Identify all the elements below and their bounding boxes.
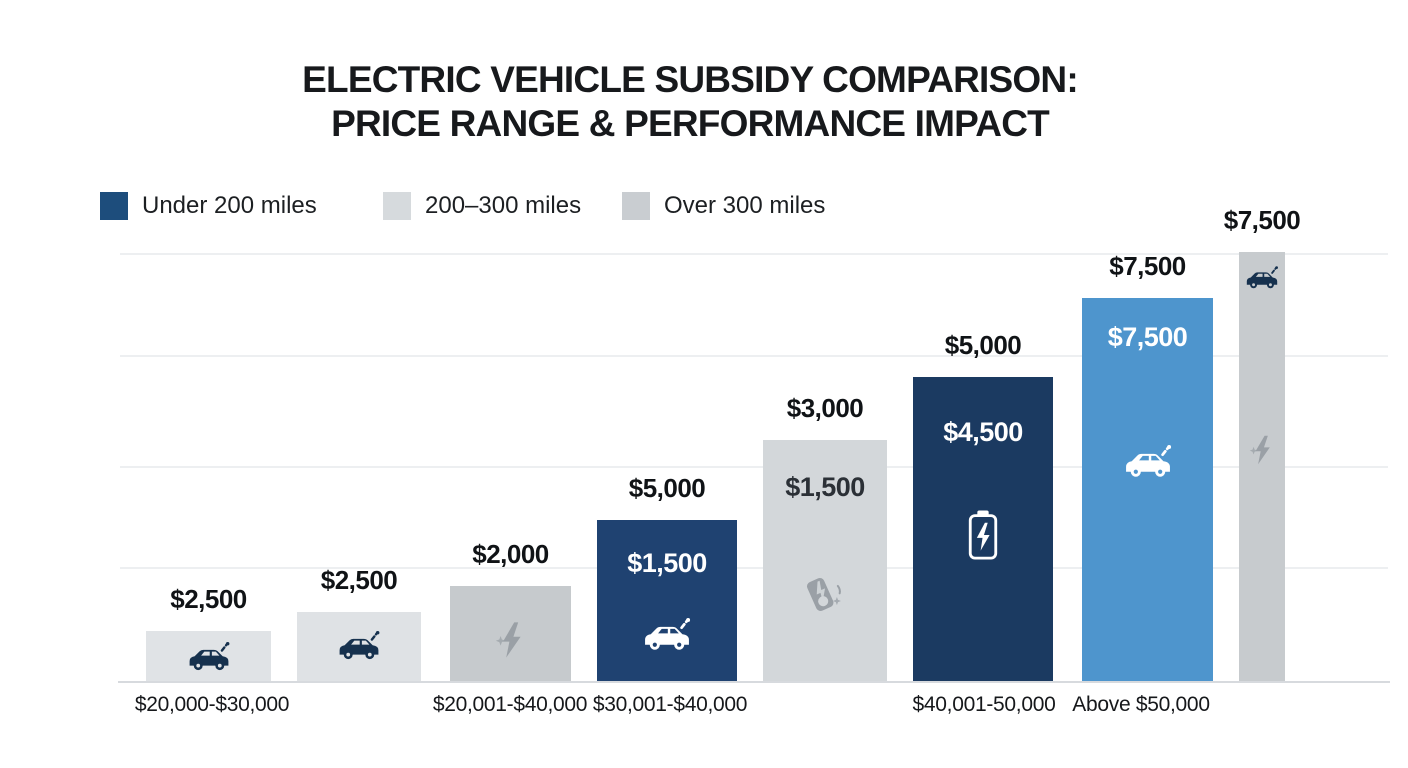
legend-swatch-navy <box>100 192 128 220</box>
ev-car-icon <box>1244 266 1280 291</box>
bar-4 <box>597 520 737 681</box>
chart-title: ELECTRIC VEHICLE SUBSIDY COMPARISON: PRI… <box>0 58 1380 145</box>
bar-value-label: $7,500 <box>1109 251 1186 281</box>
bar-value-label: $2,500 <box>320 565 398 595</box>
legend-swatch-gray <box>622 192 650 220</box>
legend-label: 200–300 miles <box>425 192 582 219</box>
bar-5 <box>763 440 887 681</box>
bar-inner-value-label: $7,500 <box>1107 322 1188 352</box>
legend-swatch-light-gray <box>383 192 411 220</box>
bar-7 <box>1082 298 1213 681</box>
gridline <box>120 466 1388 468</box>
ev-car-icon <box>186 641 232 673</box>
x-axis-line <box>118 681 1390 683</box>
legend-label: Over 300 miles <box>664 192 826 219</box>
legend-item-under-200-miles: Under 200 miles <box>100 191 317 221</box>
legend-item-over-300-miles: Over 300 miles <box>622 191 825 221</box>
bar-8 <box>1239 252 1285 681</box>
gridline <box>120 253 1388 255</box>
x-axis-label: $30,001-$40,000 <box>592 693 748 716</box>
bar-inner-value-label: $4,500 <box>943 417 1023 447</box>
ev-car-icon <box>641 617 693 653</box>
bar-value-label: $3,000 <box>786 393 864 423</box>
bar-value-label: $5,000 <box>944 330 1022 360</box>
legend: Under 200 miles 200–300 miles Over 300 m… <box>0 191 1408 223</box>
lightning-icon <box>1249 434 1275 465</box>
battery-icon <box>966 510 1000 561</box>
bar-value-label: $7,500 <box>1223 205 1301 235</box>
gridline <box>120 567 1388 569</box>
ev-car-icon <box>336 630 382 662</box>
bar-inner-value-label: $1,500 <box>785 472 865 502</box>
bar-value-label: $2,000 <box>472 539 549 569</box>
x-axis-label: $40,001-50,000 <box>912 693 1056 716</box>
chart-title-line2: PRICE RANGE & PERFORMANCE IMPACT <box>331 102 1050 144</box>
gridline <box>120 355 1388 357</box>
x-axis-label: Above $50,000 <box>1072 693 1210 716</box>
legend-item-200-300-miles: 200–300 miles <box>383 191 581 221</box>
legend-label: Under 200 miles <box>142 192 317 219</box>
bar-value-label: $5,000 <box>628 473 706 503</box>
ev-car-icon <box>1122 444 1174 480</box>
x-axis-label: $20,001-$40,000 <box>432 693 588 716</box>
bar-inner-value-label: $1,500 <box>627 548 707 578</box>
x-axis-label: $20,000-$30,000 <box>134 693 290 716</box>
bar-value-label: $2,500 <box>170 584 247 614</box>
chart-title-line1: ELECTRIC VEHICLE SUBSIDY COMPARISON: <box>302 59 1078 100</box>
charging-plug-icon <box>803 573 847 621</box>
lightning-icon <box>495 621 527 659</box>
